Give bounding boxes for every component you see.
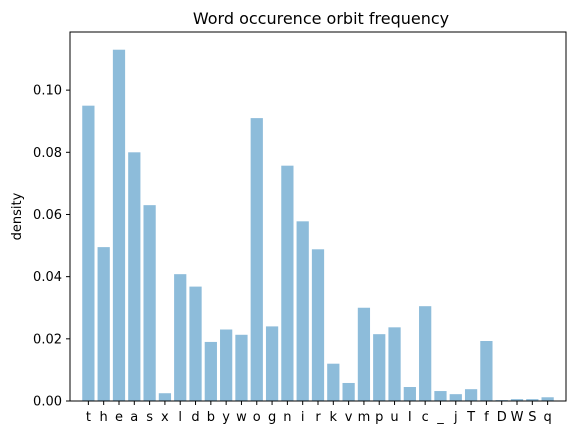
x-tick-label-15: r [315,410,321,425]
bar-7 [189,286,202,401]
x-tick-label-1: h [100,410,108,425]
x-tick-label-24: j [453,410,458,425]
x-tick-label-17: v [345,410,353,425]
bar-26 [480,341,493,401]
y-tick-label-5: 0.10 [33,84,62,99]
bar-24 [449,394,462,401]
x-tick-label-14: i [301,410,305,425]
bar-19 [373,334,386,401]
x-tick-label-25: T [466,410,475,425]
bars-group [82,49,554,402]
plot-frame [69,31,567,402]
bar-14 [296,221,309,401]
bar-20 [388,327,401,401]
x-tick-label-3: a [130,410,138,425]
x-tick-label-11: o [253,410,261,425]
x-tick-label-4: s [146,410,153,425]
x-tick-label-29: S [528,410,536,425]
bar-17 [342,382,355,401]
bar-5 [158,393,172,401]
bar-16 [327,363,340,401]
bar-11 [250,118,263,402]
x-tick-label-28: W [511,410,524,425]
bar-15 [311,249,325,401]
x-tick-label-0: t [86,410,91,425]
x-tick-label-13: n [283,410,291,425]
bar-0 [82,105,95,401]
bar-30 [541,397,554,401]
x-tick-label-20: u [390,410,398,425]
x-tick-label-26: f [484,410,489,425]
chart-title: Word occurence orbit frequency [193,9,449,28]
x-tick-label-27: D [497,410,507,425]
x-tick-label-6: l [178,410,182,425]
bar-8 [204,341,217,401]
y-tick-label-1: 0.02 [33,332,62,347]
y-tick-label-0: 0.00 [33,395,62,410]
bar-4 [143,205,156,401]
bar-10 [235,334,248,401]
y-tick-label-2: 0.04 [33,270,62,285]
x-tick-label-9: y [222,410,230,425]
y-tick-label-4: 0.08 [33,146,62,161]
x-tick-label-23: _ [436,410,444,425]
x-tick-label-22: c [422,410,429,425]
bar-2 [112,49,126,402]
bar-9 [220,329,233,401]
x-tick-label-5: x [161,410,169,425]
bar-22 [419,306,432,401]
y-axis: 0.00 0.02 0.04 0.06 0.08 0.10 [33,84,70,410]
bar-13 [281,165,294,401]
x-tick-label-21: I [408,410,412,425]
bar-21 [403,387,416,401]
x-tick-label-7: d [191,410,199,425]
bar-1 [97,247,110,401]
bar-29 [526,399,539,401]
bar-28 [510,399,524,401]
x-tick-label-19: p [375,410,383,425]
bar-6 [174,274,187,401]
bar-25 [464,389,478,401]
x-tick-label-12: g [268,410,276,425]
bar-3 [128,152,141,401]
x-tick-label-2: e [115,410,123,425]
x-tick-label-8: b [207,410,215,425]
x-tick-label-16: k [330,410,338,425]
bar-18 [357,307,371,401]
x-tick-label-10: w [236,410,247,425]
y-axis-label: density [10,192,25,240]
bar-12 [265,326,279,401]
x-tick-label-30: q [543,410,551,425]
y-tick-label-3: 0.06 [33,208,62,223]
bar-23 [434,391,447,401]
x-tick-label-18: m [358,410,371,425]
